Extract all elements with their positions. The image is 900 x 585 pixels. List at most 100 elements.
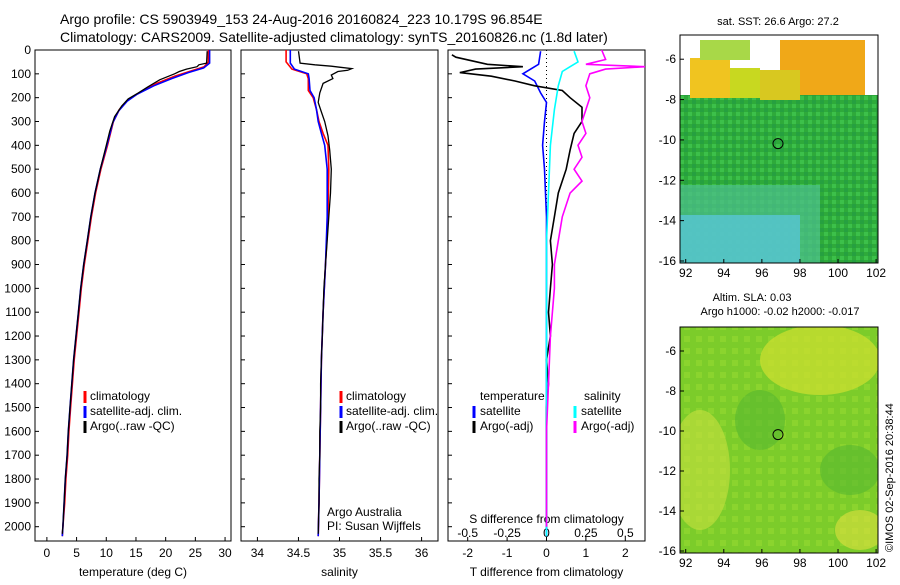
map-x-tick-label: 98: [793, 266, 807, 280]
y-tick-label: 1400: [4, 377, 31, 391]
map-x-tick-label: 100: [828, 556, 848, 570]
sst-map-title: sat. SST: 26.6 Argo: 27.2: [717, 16, 839, 28]
plot-frame: [240, 49, 439, 542]
map-y-tick-label: -12: [659, 173, 677, 187]
x-tick-label: 30: [218, 546, 232, 560]
plot-frame: [34, 49, 232, 542]
map-x-tick-label: 98: [793, 556, 807, 570]
y-tick-label: 700: [11, 210, 31, 224]
annotation-text: PI: Susan Wijffels: [327, 519, 421, 533]
x-axis-label: salinity: [321, 565, 358, 579]
annotation-text: Argo Australia: [327, 505, 402, 519]
x-tick-label: 20: [159, 546, 173, 560]
map-y-tick-label: -14: [659, 214, 677, 228]
map-y-tick-label: -8: [665, 384, 676, 398]
y-tick-label: 1500: [4, 401, 31, 415]
legend-label: Argo(-adj): [480, 419, 533, 433]
legend-label: satellite: [581, 404, 622, 418]
y-tick-label: 1300: [4, 353, 31, 367]
profile-panel-2: 34 34.5 35 35.5 36 salinity climatologysatelli…: [240, 49, 439, 579]
x-tick-label: -2: [462, 546, 473, 560]
map-y-tick-label: -16: [659, 254, 677, 268]
y-tick-label: 2000: [4, 520, 31, 534]
x-tick-label: -1: [502, 546, 513, 560]
x-axis-label: T difference from climatology: [470, 565, 624, 579]
series-line-argo--adj-: [451, 54, 583, 527]
sst-map: sat. SST: 26.6 Argo: 27.2 92 94 96 98 100 102…: [659, 16, 887, 280]
imos-timestamp: ©IMOS 02-Sep-2016 20:38:44: [884, 403, 896, 552]
series-line-satellite: [545, 50, 579, 537]
map-x-tick-label: 92: [679, 556, 693, 570]
x-tick-label: 0: [44, 546, 51, 560]
sla-map-title: Altim. SLA: 0.03: [713, 292, 792, 304]
y-tick-label: 900: [11, 258, 31, 272]
x-tick-label: 34.5: [287, 546, 311, 560]
y-tick-label: 100: [11, 67, 31, 81]
map-x-tick-label: 94: [717, 556, 731, 570]
map-x-tick-label: 92: [679, 266, 693, 280]
argo-location-marker: [772, 429, 784, 441]
sla-map-frame: [679, 326, 879, 554]
legend-label: satellite-adj. clim.: [346, 404, 438, 418]
x-tick-label: 34: [251, 546, 265, 560]
x-tick-label: 2: [622, 546, 629, 560]
map-x-tick-label: 96: [755, 556, 769, 570]
y-tick-label: 500: [11, 162, 31, 176]
x2-tick-label: -0.5: [457, 526, 478, 540]
map-y-tick-label: -6: [665, 344, 676, 358]
map-x-tick-label: 102: [866, 266, 886, 280]
profile-panel-1: 0100200300400500600700800900100011001200…: [4, 43, 232, 579]
series-line-satellite: [521, 51, 548, 537]
x2-tick-label: -0.25: [493, 526, 521, 540]
x-tick-label: 1: [583, 546, 590, 560]
sla-map-subtitle: Argo h1000: -0.02 h2000: -0.017: [700, 306, 859, 318]
map-y-tick-label: -10: [659, 133, 677, 147]
legend-label: Argo(..raw -QC): [346, 419, 431, 433]
series-line-argo---raw--qc-: [297, 51, 355, 534]
series-line-climatology: [285, 50, 330, 537]
y-tick-label: 1200: [4, 329, 31, 343]
x-tick-label: 5: [73, 546, 80, 560]
sla-map: Altim. SLA: 0.03 Argo h1000: -0.02 h2000…: [659, 292, 887, 570]
legend-label: Argo(..raw -QC): [90, 419, 175, 433]
legend-title: temperature: [480, 389, 545, 403]
map-y-tick-label: -10: [659, 424, 677, 438]
y-tick-label: 400: [11, 138, 31, 152]
x-tick-label: 15: [129, 546, 143, 560]
series-line-argo--adj-: [545, 49, 646, 527]
map-y-tick-label: -14: [659, 504, 677, 518]
y-tick-label: 1600: [4, 424, 31, 438]
legend-label: satellite-adj. clim.: [90, 404, 182, 418]
x2-tick-label: 0.25: [574, 526, 598, 540]
x-tick-label: 36: [415, 546, 429, 560]
y-tick-label: 600: [11, 186, 31, 200]
series-line-satellite-adj--clim-: [61, 50, 211, 537]
header-line-1: Argo profile: CS 5903949_153 24-Aug-2016…: [60, 11, 543, 27]
legend-label: climatology: [346, 389, 406, 403]
sst-map-frame: [679, 34, 879, 264]
legend-label: satellite: [480, 404, 521, 418]
y-tick-label: 300: [11, 115, 31, 129]
y-tick-label: 800: [11, 234, 31, 248]
y-tick-label: 1700: [4, 448, 31, 462]
y-tick-label: 1800: [4, 472, 31, 486]
legend-label: climatology: [90, 389, 150, 403]
y-tick-label: 1100: [5, 305, 31, 319]
map-x-tick-label: 102: [866, 556, 886, 570]
map-x-tick-label: 94: [717, 266, 731, 280]
series-line-climatology: [61, 50, 210, 537]
x-tick-label: 0: [543, 546, 550, 560]
legend-title: salinity: [584, 389, 621, 403]
map-y-tick-label: -16: [659, 544, 677, 558]
legend-label: Argo(-adj): [581, 419, 634, 433]
x-tick-label: 25: [189, 546, 203, 560]
map-y-tick-label: -12: [659, 464, 677, 478]
x-tick-label: 35: [333, 546, 347, 560]
profile-panel-3: -2 -1 0 1 2 T difference from climatology -0.5…: [447, 49, 646, 579]
x-tick-label: 10: [100, 546, 114, 560]
x-axis-label: temperature (deg C): [79, 565, 187, 579]
y-tick-label: 1900: [4, 496, 31, 510]
